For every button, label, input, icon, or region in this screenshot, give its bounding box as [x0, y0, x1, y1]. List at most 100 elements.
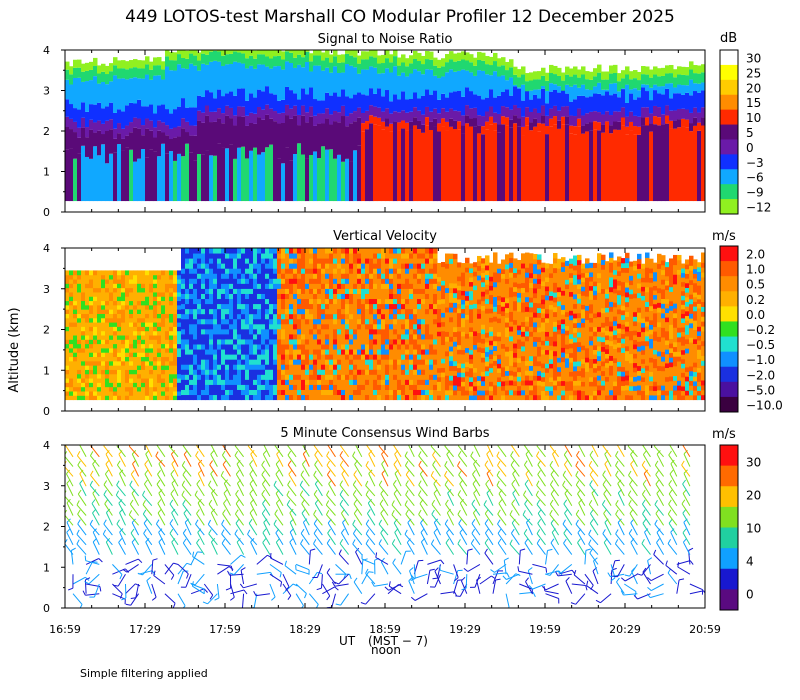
- vv-cell: [81, 356, 86, 362]
- vv-cell: [445, 287, 450, 293]
- vv-cell: [489, 358, 494, 364]
- vv-cell: [489, 276, 494, 282]
- vv-cell: [445, 321, 450, 328]
- vv-cell: [113, 304, 118, 310]
- vv-cell: [237, 394, 242, 401]
- vv-cell: [493, 286, 498, 293]
- vv-cell: [373, 323, 378, 330]
- vv-cell: [205, 268, 210, 274]
- snr-cell: [93, 57, 98, 67]
- vv-cell: [253, 303, 258, 310]
- vv-cell: [501, 315, 506, 321]
- vv-cell: [377, 293, 382, 300]
- colorbar-label: −6: [746, 171, 764, 185]
- vv-cell: [225, 384, 230, 390]
- snr-cell: [305, 50, 310, 52]
- vv-cell: [81, 283, 86, 289]
- vv-cell: [293, 379, 298, 385]
- vv-cell: [105, 304, 110, 310]
- vv-cell: [241, 313, 246, 320]
- snr-cell: [353, 111, 358, 122]
- vv-cell: [373, 384, 378, 390]
- snr-cell: [541, 88, 546, 106]
- vv-cell: [449, 350, 454, 357]
- vv-cell: [505, 370, 510, 376]
- vv-cell: [77, 283, 82, 289]
- vv-cell: [129, 395, 134, 401]
- snr-cell: [409, 73, 414, 99]
- snr-cell: [457, 60, 462, 71]
- vv-cell: [505, 375, 510, 381]
- vv-cell: [389, 364, 394, 370]
- vv-cell: [437, 367, 442, 373]
- vv-cell: [505, 254, 510, 260]
- vv-cell: [209, 288, 214, 294]
- vv-cell: [209, 379, 214, 385]
- vv-cell: [181, 349, 186, 355]
- vv-cell: [545, 345, 550, 351]
- vv-cell: [325, 349, 330, 355]
- vv-cell: [185, 258, 190, 264]
- vv-cell: [533, 317, 538, 323]
- vv-cell: [85, 300, 90, 306]
- vv-cell: [273, 364, 278, 370]
- vv-cell: [525, 272, 530, 278]
- snr-cell: [633, 88, 638, 100]
- vv-cell: [93, 352, 98, 358]
- vv-cell: [225, 288, 230, 294]
- vv-cell: [185, 318, 190, 325]
- snr-cell: [513, 86, 518, 106]
- vv-cell: [185, 369, 190, 375]
- snr-cell: [581, 66, 586, 75]
- snr-cell: [149, 104, 154, 121]
- vv-cell: [285, 389, 290, 396]
- snr-cell: [501, 116, 506, 125]
- vv-cell: [189, 333, 194, 340]
- snr-cell: [221, 65, 226, 97]
- vv-cell: [493, 306, 498, 312]
- vv-cell: [473, 372, 478, 378]
- snr-cell: [209, 61, 214, 93]
- snr-cell: [589, 71, 594, 80]
- snr-cell: [369, 123, 374, 202]
- vv-cell: [413, 318, 418, 325]
- vv-cell: [289, 298, 294, 305]
- vv-cell: [373, 258, 378, 264]
- vv-cell: [401, 364, 406, 370]
- vv-cell: [169, 330, 174, 336]
- vv-cell: [357, 333, 362, 340]
- vv-cell: [401, 354, 406, 360]
- vv-cell: [513, 333, 518, 339]
- vv-cell: [561, 261, 566, 268]
- vv-cell: [97, 317, 102, 323]
- snr-cell: [89, 61, 94, 70]
- vv-cell: [201, 333, 206, 340]
- vv-cell: [401, 384, 406, 390]
- snr-cell: [669, 83, 674, 99]
- vv-cell: [65, 283, 70, 289]
- vv-cell: [517, 371, 522, 377]
- vv-cell: [69, 283, 74, 289]
- vv-cell: [205, 389, 210, 396]
- snr-cell: [273, 94, 278, 112]
- vv-cell: [413, 298, 418, 305]
- vv-cell: [501, 366, 506, 373]
- vv-cell: [169, 335, 174, 340]
- vv-cell: [509, 316, 514, 322]
- vv-cell: [209, 248, 214, 254]
- vv-cell: [165, 382, 170, 388]
- vv-cell: [533, 287, 538, 294]
- vv-cell: [333, 263, 338, 269]
- vv-cell: [117, 352, 122, 358]
- snr-cell: [129, 78, 134, 103]
- vv-cell: [457, 344, 462, 350]
- vv-cell: [565, 270, 570, 276]
- vv-cell: [145, 317, 150, 323]
- vv-cell: [481, 390, 486, 396]
- vv-cell: [261, 298, 266, 305]
- vv-cell: [201, 318, 206, 325]
- vv-cell: [437, 262, 442, 269]
- vv-cell: [397, 263, 402, 269]
- vv-cell: [245, 298, 250, 305]
- vv-cell: [401, 328, 406, 335]
